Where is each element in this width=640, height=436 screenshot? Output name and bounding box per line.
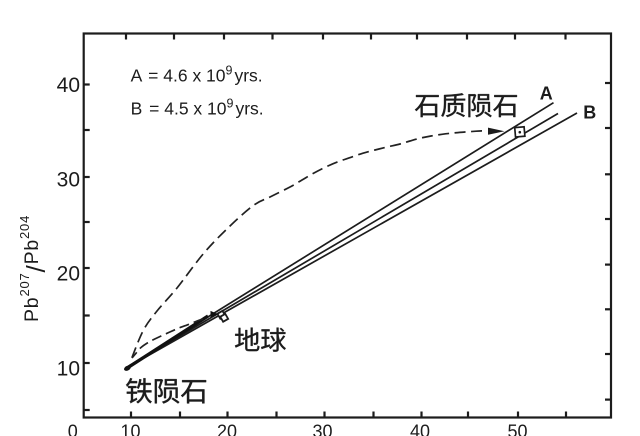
svg-text:50: 50: [507, 422, 527, 436]
svg-text:10: 10: [120, 422, 140, 436]
svg-text:20: 20: [57, 263, 80, 286]
svg-text:10: 10: [57, 358, 80, 381]
svg-text:0: 0: [68, 422, 78, 436]
svg-text:30: 30: [57, 169, 80, 192]
svg-text:A: A: [540, 83, 553, 103]
svg-text:30: 30: [312, 422, 332, 436]
svg-text:40: 40: [57, 74, 80, 97]
svg-text:40: 40: [410, 422, 430, 436]
svg-text:B: B: [583, 103, 596, 123]
svg-text:20: 20: [217, 422, 237, 436]
